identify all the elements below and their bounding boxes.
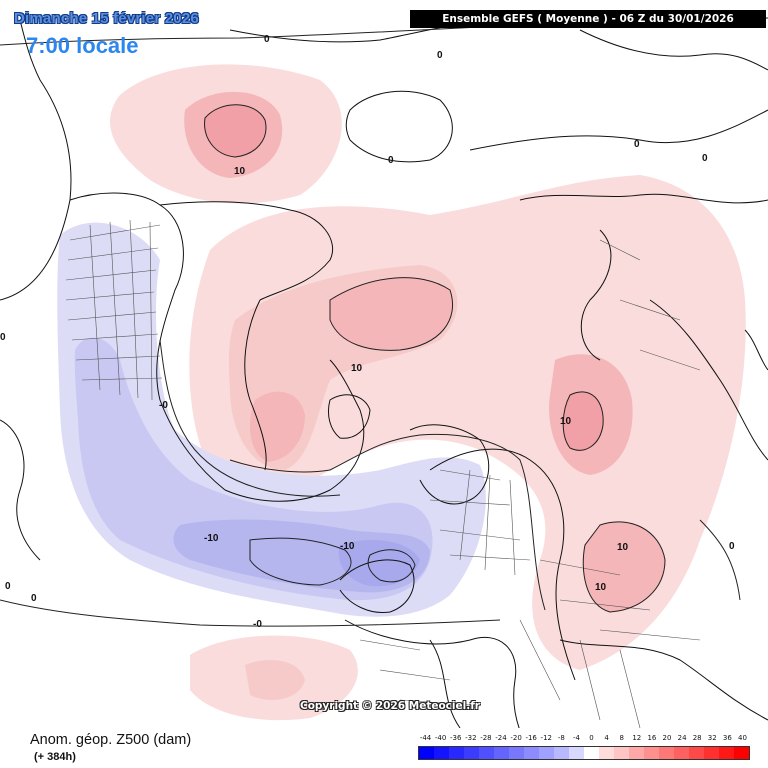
- legend-swatch: [644, 747, 659, 759]
- legend-swatch: [509, 747, 524, 759]
- forecast-date-title: Dimanche 15 février 2026: [14, 10, 199, 27]
- contour-label: 0: [31, 593, 37, 604]
- contour-label: 10: [560, 416, 572, 427]
- forecast-time-title: 7:00 locale: [26, 33, 139, 58]
- legend-swatch: [689, 747, 704, 759]
- legend-tick-label: 36: [722, 734, 732, 742]
- contour-label: 0: [0, 332, 6, 343]
- contour-label: 10: [595, 582, 607, 593]
- contour-label: 0: [5, 581, 11, 592]
- variable-title: Anom. géop. Z500 (dam): [30, 732, 192, 748]
- contour-label: 0: [264, 34, 270, 45]
- country-borders: [65, 219, 701, 729]
- legend-swatch: [659, 747, 674, 759]
- legend-swatch: [539, 747, 554, 759]
- legend-tick-label: -20: [510, 734, 522, 742]
- legend-swatch: [719, 747, 734, 759]
- legend-tick-label: -24: [495, 734, 507, 742]
- legend-swatch: [629, 747, 644, 759]
- legend-swatch: [704, 747, 719, 759]
- legend-swatch: [599, 747, 614, 759]
- legend-tick-label: 28: [692, 734, 702, 742]
- legend-tick-label: -40: [434, 734, 447, 742]
- legend-swatch: [614, 747, 629, 759]
- contour-label: 10: [617, 542, 629, 553]
- legend-swatch: [674, 747, 689, 759]
- legend-swatch: [449, 747, 464, 759]
- contour-labels: 0 0 0 0 -0 0 0 10 10 10 10 10 -10 -10 0 …: [0, 34, 735, 630]
- lead-time: (+ 384h): [34, 751, 76, 763]
- legend-tick-label: -16: [525, 734, 537, 742]
- legend-swatch: [584, 747, 599, 759]
- legend-tick-labels: -44 -40 -36 -32 -28 -24 -20 -16 -12 -8 -4 0 4 8 12 16 20…: [413, 734, 753, 744]
- contour-label: -0: [253, 619, 262, 630]
- contour-label: 0: [729, 541, 735, 552]
- color-legend: [418, 746, 750, 760]
- legend-swatch: [419, 747, 434, 759]
- legend-tick-label: 20: [662, 734, 672, 742]
- legend-tick-label: 0: [589, 734, 594, 742]
- positive-anomaly-shading: [110, 64, 746, 721]
- legend-tick-label: 32: [707, 734, 717, 742]
- legend-swatch: [554, 747, 569, 759]
- contour-label: -10: [204, 533, 219, 544]
- legend-swatch: [434, 747, 449, 759]
- contour-label: -0: [159, 400, 168, 411]
- contour-label: -10: [340, 541, 355, 552]
- legend-tick-label: -4: [572, 734, 580, 742]
- legend-tick-label: 24: [677, 734, 687, 742]
- coastlines: [0, 14, 768, 768]
- legend-tick-label: 8: [619, 734, 624, 742]
- legend-swatch: [734, 747, 749, 759]
- legend-tick-label: -44: [419, 734, 432, 742]
- legend-swatch: [524, 747, 539, 759]
- legend-tick-label: -8: [557, 734, 565, 742]
- legend-swatch: [464, 747, 479, 759]
- legend-tick-label: 16: [647, 734, 657, 742]
- contour-label: 0: [388, 155, 394, 166]
- copyright-watermark: Copyright © 2026 Meteociel.fr: [300, 700, 480, 712]
- legend-tick-label: 40: [737, 734, 747, 742]
- contour-label: 0: [437, 50, 443, 61]
- contour-label: 10: [351, 363, 363, 374]
- legend-tick-label: 12: [632, 734, 642, 742]
- legend-swatch: [479, 747, 494, 759]
- negative-anomaly-shading: [57, 222, 486, 617]
- model-run-info: Ensemble GEFS ( Moyenne ) - 06 Z du 30/0…: [410, 10, 766, 28]
- legend-tick-label: 4: [604, 734, 609, 742]
- legend-tick-label: -36: [450, 734, 462, 742]
- contour-label: 0: [702, 153, 708, 164]
- contour-label: 10: [234, 166, 246, 177]
- legend-swatch: [569, 747, 584, 759]
- legend-tick-label: -32: [465, 734, 477, 742]
- contour-label: 0: [634, 139, 640, 150]
- legend-swatch: [494, 747, 509, 759]
- legend-tick-label: -12: [540, 734, 552, 742]
- legend-tick-label: -28: [480, 734, 492, 742]
